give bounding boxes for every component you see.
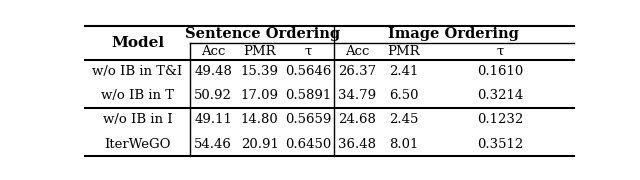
Text: Acc: Acc bbox=[345, 45, 369, 58]
Text: 0.5646: 0.5646 bbox=[285, 65, 332, 78]
Text: Model: Model bbox=[111, 36, 164, 50]
Text: w/o IB in I: w/o IB in I bbox=[102, 113, 172, 127]
Text: 20.91: 20.91 bbox=[241, 138, 278, 150]
Text: 34.79: 34.79 bbox=[339, 89, 376, 102]
Text: PMR: PMR bbox=[387, 45, 420, 58]
Text: IterWeGO: IterWeGO bbox=[104, 138, 171, 150]
Text: 0.5891: 0.5891 bbox=[285, 89, 332, 102]
Text: 26.37: 26.37 bbox=[339, 65, 376, 78]
Text: 36.48: 36.48 bbox=[339, 138, 376, 150]
Text: 50.92: 50.92 bbox=[195, 89, 232, 102]
Text: τ: τ bbox=[305, 45, 312, 58]
Text: 24.68: 24.68 bbox=[339, 113, 376, 127]
Text: 17.09: 17.09 bbox=[241, 89, 278, 102]
Text: Image Ordering: Image Ordering bbox=[388, 27, 519, 41]
Text: 49.48: 49.48 bbox=[195, 65, 232, 78]
Text: 14.80: 14.80 bbox=[241, 113, 278, 127]
Text: 0.1232: 0.1232 bbox=[477, 113, 524, 127]
Text: Acc: Acc bbox=[201, 45, 225, 58]
Text: w/o IB in T&I: w/o IB in T&I bbox=[92, 65, 182, 78]
Text: 8.01: 8.01 bbox=[389, 138, 419, 150]
Text: 0.3214: 0.3214 bbox=[477, 89, 524, 102]
Text: 49.11: 49.11 bbox=[195, 113, 232, 127]
Text: 2.45: 2.45 bbox=[389, 113, 419, 127]
Text: PMR: PMR bbox=[243, 45, 276, 58]
Text: τ: τ bbox=[497, 45, 504, 58]
Text: 54.46: 54.46 bbox=[195, 138, 232, 150]
Text: 2.41: 2.41 bbox=[389, 65, 419, 78]
Text: w/o IB in T: w/o IB in T bbox=[101, 89, 174, 102]
Text: 15.39: 15.39 bbox=[241, 65, 278, 78]
Text: 0.1610: 0.1610 bbox=[477, 65, 524, 78]
Text: 6.50: 6.50 bbox=[389, 89, 419, 102]
Text: 0.6450: 0.6450 bbox=[285, 138, 332, 150]
Text: 0.3512: 0.3512 bbox=[477, 138, 524, 150]
Text: 0.5659: 0.5659 bbox=[285, 113, 332, 127]
Text: Sentence Ordering: Sentence Ordering bbox=[184, 27, 340, 41]
